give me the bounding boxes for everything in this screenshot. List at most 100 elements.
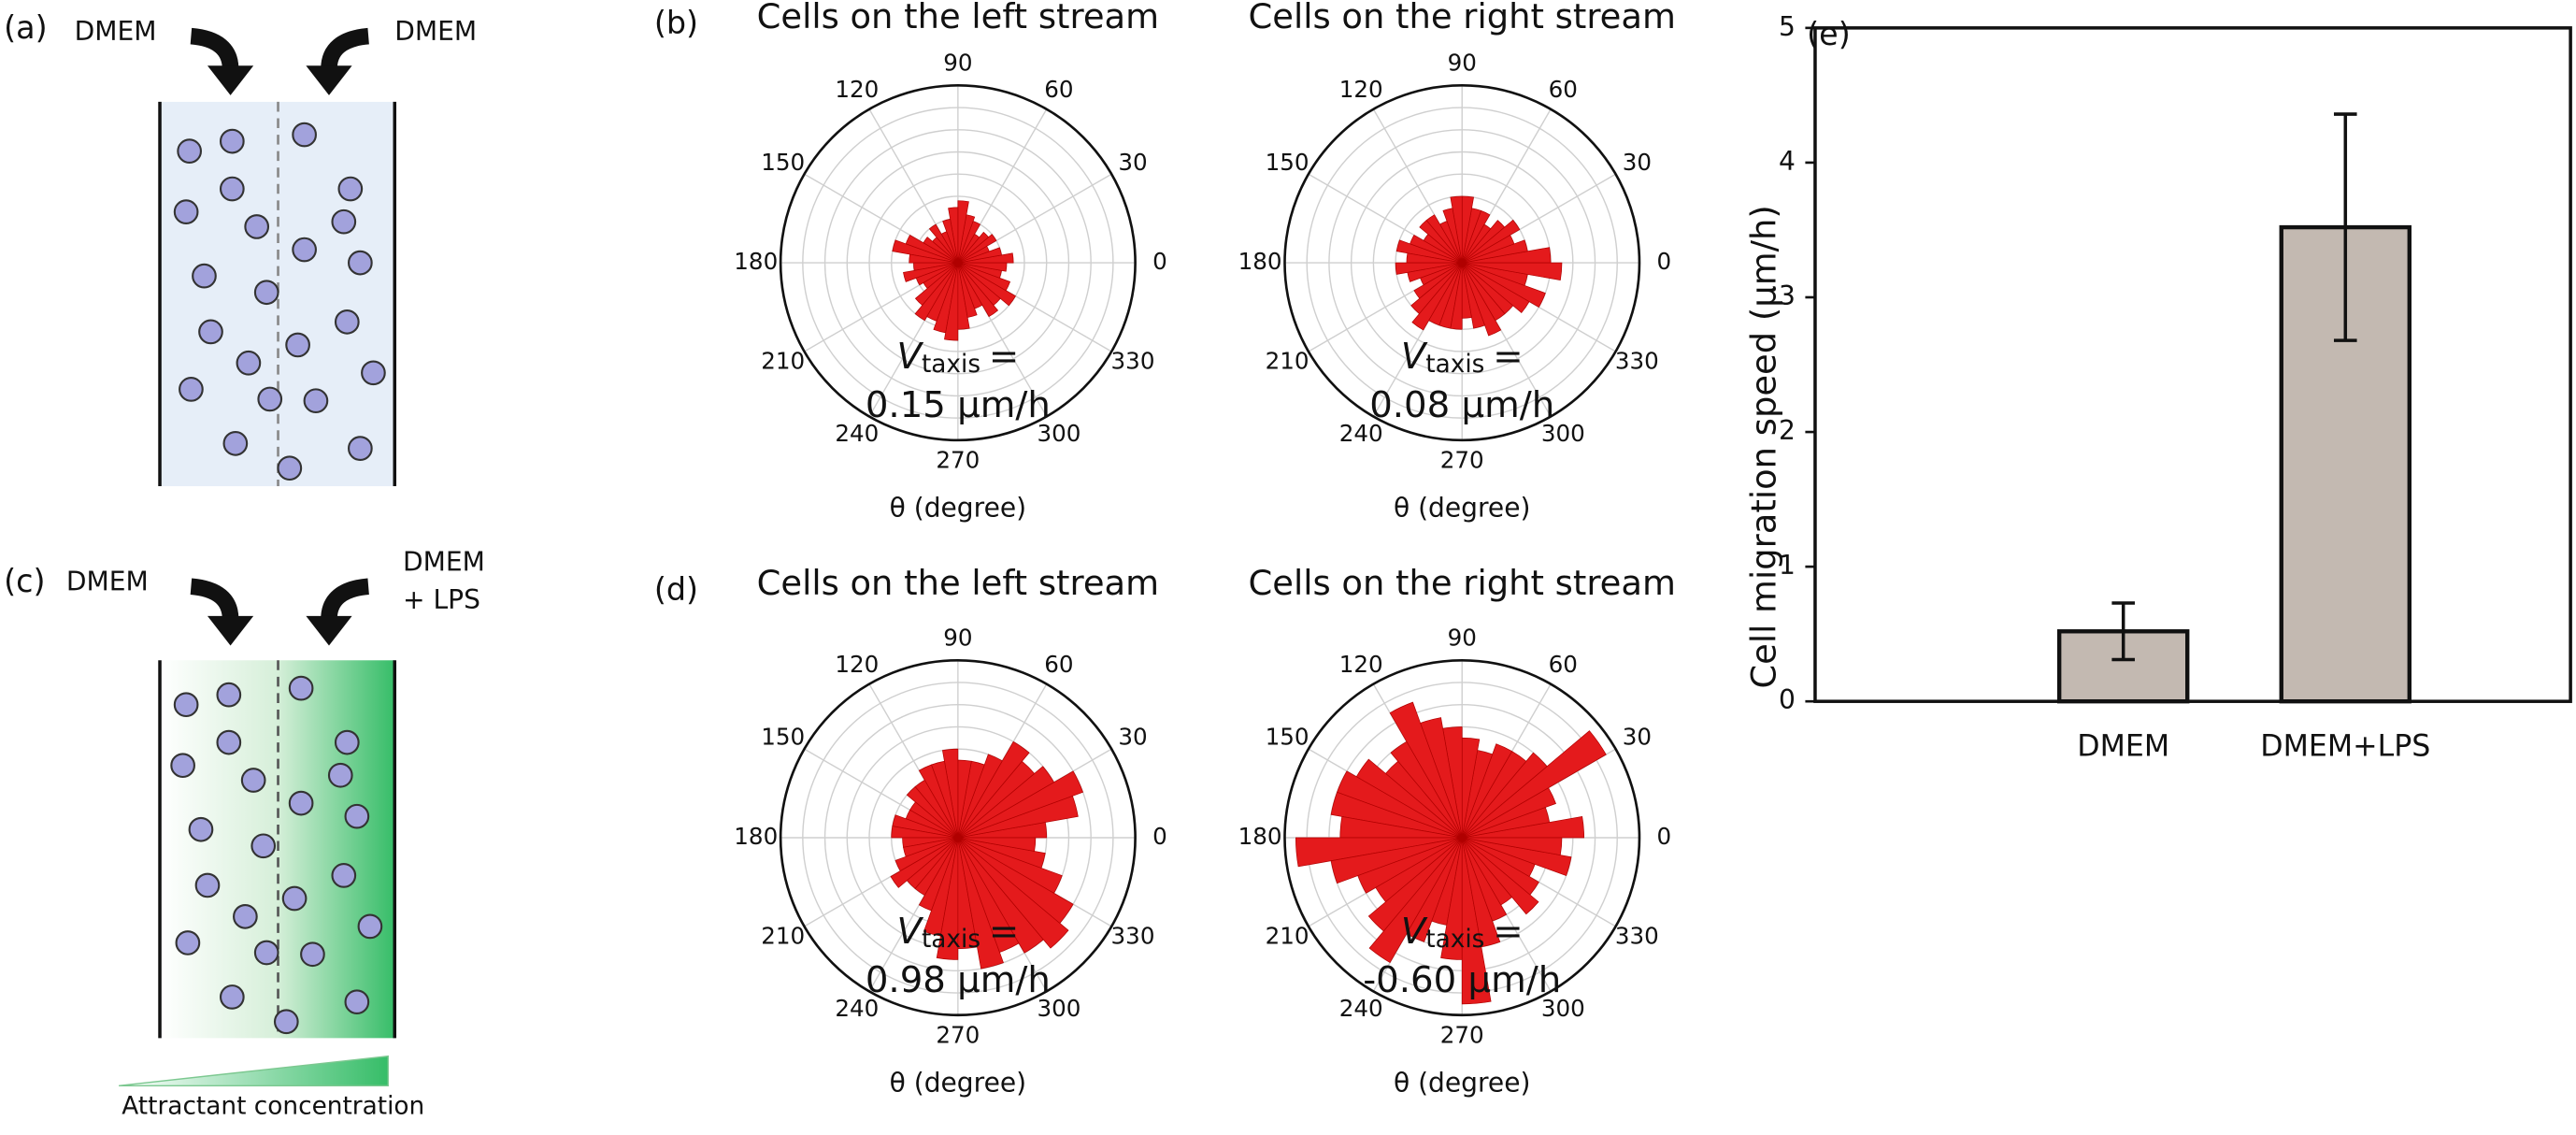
angle-tick-label: 270 [936,447,980,474]
rose-chart: (b) Cells on the left stream 0 30 60 90 120 150… [654,0,1167,524]
inlet-arrow [321,27,370,70]
rose-bar [1461,743,1513,839]
annotation-relation: = [1493,335,1523,377]
angle-tick-label: 300 [1541,420,1585,447]
rose-bar [1390,740,1463,839]
angle-tick-label: 210 [1266,922,1309,949]
rose-bar [1411,262,1463,331]
rose-bar [1406,837,1463,942]
cell [216,729,242,755]
rose-bar [914,262,959,322]
gradient-caption: Attractant concentration [122,1093,424,1121]
inlet-label: DMEM [394,16,477,47]
annotation-symbol: V [897,335,924,377]
cell [344,803,370,829]
angle-tick-label: 0 [1657,248,1672,275]
outer-ring [779,84,1137,442]
annotation-symbol: V [1401,335,1428,377]
cell [288,790,314,816]
rose-bar [1461,262,1502,337]
rose-bar [957,231,990,264]
angle-tick-label: 180 [1238,248,1282,275]
rose-bar [1462,219,1521,264]
rose-bar [891,826,958,839]
cell [219,984,245,1010]
y-tick-label: 4 [1779,146,1796,177]
rose-bar [957,837,1063,894]
cell [188,816,214,842]
rose-bar [1395,239,1463,264]
cell [285,332,310,358]
rose-bar [936,837,959,960]
angle-tick-label: 330 [1615,922,1659,949]
cell [253,940,279,966]
cell [357,913,383,940]
angle-tick-label: 330 [1615,347,1659,374]
rose-bar [944,263,959,341]
y-tick-label: 2 [1779,415,1796,446]
cell [257,386,283,412]
rose-bar [1368,837,1463,963]
panel-label: (e) [1807,16,1851,52]
x-axis-label: θ (degree) [1394,493,1531,524]
rose-bar [957,262,1008,272]
rose-bar [1462,730,1607,839]
cell [348,250,373,276]
charts: (b) Cells on the left stream0306090120150… [654,0,2572,1099]
inlet-arrow-head [306,65,352,95]
x-tick-label: DMEM [2077,729,2169,763]
rose-bar [957,262,1011,292]
y-tick-label: 3 [1779,280,1796,311]
cell [300,941,325,968]
cell [361,360,386,386]
cell [198,319,223,345]
x-axis-label: θ (degree) [890,493,1026,524]
y-tick-label: 0 [1779,684,1796,715]
cell [334,309,360,335]
annotation: Vtaxis = [1401,910,1524,953]
rose-chart: Cells on the right stream 0 30 60 90 120 150 18… [1238,563,1676,1099]
rose-bar [957,200,969,264]
rose-bar [957,754,1003,839]
cell [250,833,277,859]
rose-bar [1462,262,1546,309]
angle-tick-label: 0 [1152,823,1167,850]
angle-tick-label: 210 [761,922,805,949]
x-axis-label: θ (degree) [890,1068,1026,1099]
gradient-wedge [119,1055,389,1086]
inlet-label: DMEM [75,16,157,47]
cells [170,675,383,1035]
rose-bar [957,837,1037,852]
inlet-arrow-head [207,615,254,646]
angle-tick-label: 120 [835,76,879,103]
angle-tick-label: 60 [1549,76,1578,103]
cell [253,280,279,306]
angle-tick-label: 180 [1238,823,1282,850]
rose-bar [957,262,1016,307]
annotation-subscript: taxis [922,351,980,379]
inlet-label: DMEM [403,547,485,578]
cell [277,455,303,481]
annotation-relation: = [1493,910,1523,952]
angle-tick-label: 270 [1440,447,1484,474]
rose-bar [1461,220,1506,264]
cells [173,122,386,481]
cell [334,729,360,755]
rose-bar [957,766,1055,839]
annotation: Vtaxis = [897,335,1020,378]
angle-tick-label: 60 [1044,651,1073,678]
annotation-subscript: taxis [1425,925,1484,953]
inlet-arrow-head [306,615,352,646]
cell [233,903,258,929]
rose-bar [957,837,1069,949]
angle-tick-label: 30 [1118,724,1147,751]
rose-bar [1461,837,1501,948]
cell [303,388,329,414]
panel-label: (a) [4,9,48,46]
annotation: Vtaxis = [1401,335,1524,378]
cell [240,768,266,793]
x-axis-label: θ (degree) [1394,1068,1531,1099]
inlet-label: + LPS [403,584,480,615]
outer-ring [1283,658,1641,1017]
rose-bar [957,740,1030,839]
